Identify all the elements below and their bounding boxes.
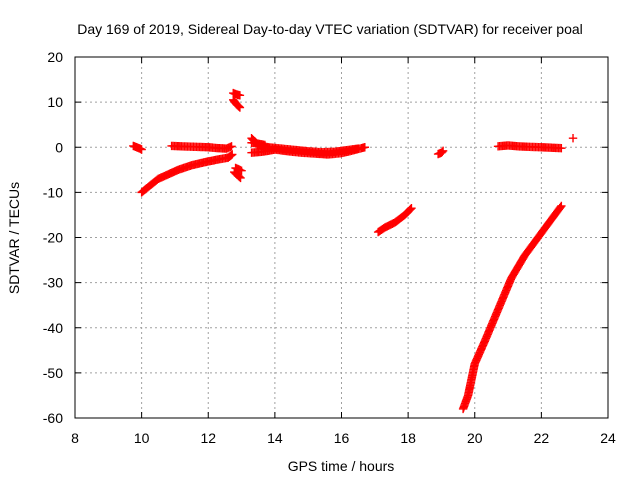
y-tick-label: -50 bbox=[43, 365, 63, 381]
data-point bbox=[568, 134, 578, 143]
data-point bbox=[227, 142, 236, 151]
data-points bbox=[129, 88, 578, 414]
data-point bbox=[137, 145, 146, 154]
x-axis-label: GPS time / hours bbox=[288, 458, 395, 474]
axis-ticks: 8 10 12 14 16 18 20 22 24 -60 -50 -40 -30 -20 -10 0 10 20 bbox=[43, 49, 616, 446]
y-tick-label: -30 bbox=[43, 275, 63, 291]
x-tick-label: 10 bbox=[134, 430, 150, 446]
data-point bbox=[407, 203, 416, 213]
x-tick-label: 16 bbox=[334, 430, 350, 446]
data-point bbox=[556, 202, 565, 212]
data-point bbox=[235, 91, 245, 100]
grid-lines bbox=[75, 57, 608, 418]
y-axis-label: SDTVAR / TECUs bbox=[6, 182, 22, 294]
data-point bbox=[557, 201, 566, 211]
chart-title: Day 169 of 2019, Sidereal Day-to-day VTE… bbox=[77, 21, 583, 37]
data-point bbox=[235, 172, 244, 182]
data-point bbox=[406, 204, 415, 214]
x-tick-label: 12 bbox=[200, 430, 216, 446]
data-point bbox=[235, 103, 245, 112]
data-point bbox=[227, 151, 236, 160]
x-tick-label: 24 bbox=[600, 430, 616, 446]
x-tick-label: 18 bbox=[400, 430, 416, 446]
y-tick-label: -20 bbox=[43, 230, 63, 246]
y-tick-label: -40 bbox=[43, 320, 63, 336]
data-point bbox=[237, 166, 246, 175]
data-point bbox=[557, 143, 566, 153]
data-point bbox=[234, 102, 244, 111]
y-tick-label: 10 bbox=[47, 94, 63, 110]
data-point bbox=[353, 144, 363, 153]
x-tick-label: 14 bbox=[267, 430, 283, 446]
data-point bbox=[228, 150, 237, 159]
data-point bbox=[438, 147, 447, 156]
y-tick-label: -10 bbox=[43, 184, 63, 200]
y-tick-label: 20 bbox=[47, 49, 63, 65]
x-tick-label: 8 bbox=[71, 430, 79, 446]
y-tick-label: 0 bbox=[55, 139, 63, 155]
data-point bbox=[236, 173, 245, 183]
y-tick-label: -60 bbox=[43, 410, 63, 426]
x-tick-label: 20 bbox=[467, 430, 483, 446]
data-point bbox=[360, 143, 370, 152]
x-tick-label: 22 bbox=[534, 430, 550, 446]
data-point bbox=[438, 146, 448, 156]
